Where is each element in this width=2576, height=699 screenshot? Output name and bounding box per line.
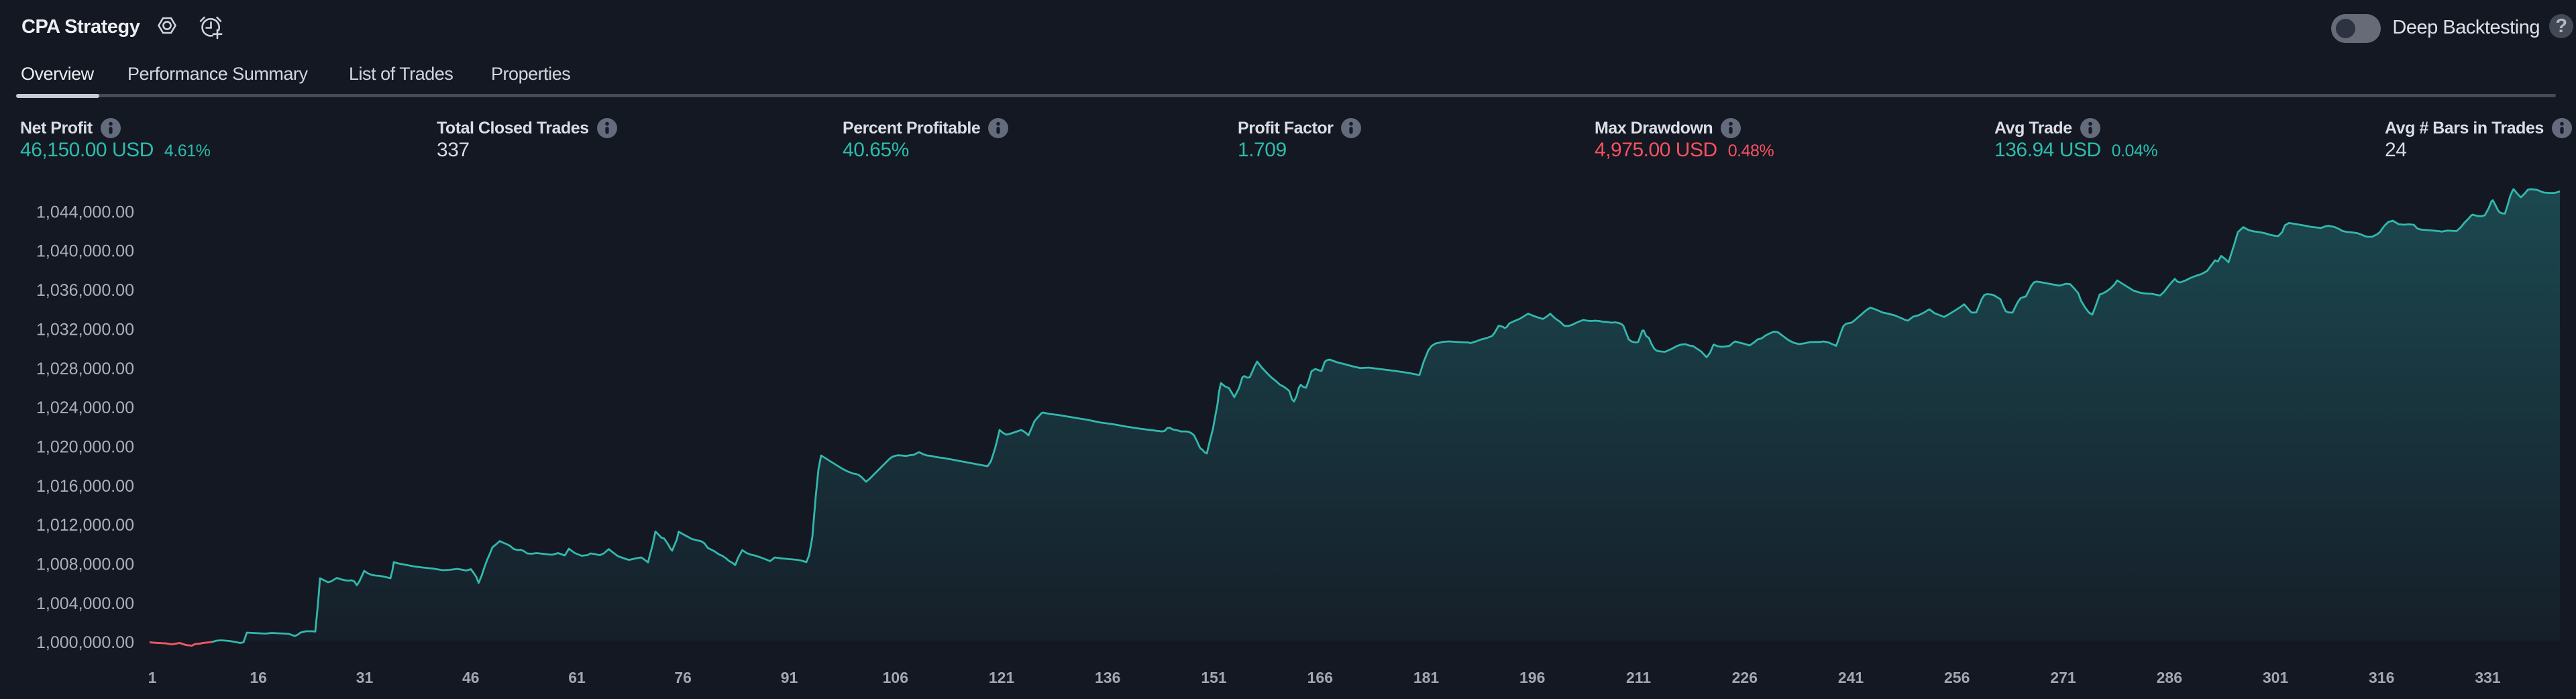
svg-text:1,040,000.00: 1,040,000.00 xyxy=(36,242,134,261)
svg-text:1,036,000.00: 1,036,000.00 xyxy=(36,281,134,300)
svg-text:166: 166 xyxy=(1307,669,1333,686)
svg-text:76: 76 xyxy=(674,669,692,686)
svg-text:196: 196 xyxy=(1519,669,1545,686)
svg-text:106: 106 xyxy=(883,669,908,686)
svg-text:1,044,000.00: 1,044,000.00 xyxy=(36,203,134,221)
svg-text:316: 316 xyxy=(2369,669,2394,686)
svg-text:301: 301 xyxy=(2263,669,2289,686)
svg-text:136: 136 xyxy=(1095,669,1120,686)
svg-text:226: 226 xyxy=(1732,669,1758,686)
svg-text:?: ? xyxy=(2555,15,2567,37)
svg-text:61: 61 xyxy=(568,669,586,686)
svg-text:151: 151 xyxy=(1201,669,1227,686)
svg-text:1,020,000.00: 1,020,000.00 xyxy=(36,438,134,457)
svg-text:1,028,000.00: 1,028,000.00 xyxy=(36,360,134,378)
svg-text:181: 181 xyxy=(1413,669,1440,686)
svg-text:31: 31 xyxy=(356,669,374,686)
svg-text:1,032,000.00: 1,032,000.00 xyxy=(36,320,134,339)
svg-text:241: 241 xyxy=(1838,669,1864,686)
svg-text:121: 121 xyxy=(989,669,1015,686)
svg-text:1,004,000.00: 1,004,000.00 xyxy=(36,594,134,613)
svg-text:16: 16 xyxy=(250,669,267,686)
svg-text:256: 256 xyxy=(1944,669,1970,686)
svg-text:91: 91 xyxy=(781,669,798,686)
svg-text:1,016,000.00: 1,016,000.00 xyxy=(36,477,134,496)
svg-text:286: 286 xyxy=(2157,669,2182,686)
svg-text:46: 46 xyxy=(462,669,480,686)
svg-text:331: 331 xyxy=(2475,669,2501,686)
svg-text:1,008,000.00: 1,008,000.00 xyxy=(36,555,134,574)
svg-text:1,012,000.00: 1,012,000.00 xyxy=(36,516,134,535)
svg-text:271: 271 xyxy=(2050,669,2076,686)
svg-text:1,000,000.00: 1,000,000.00 xyxy=(36,633,134,652)
svg-text:1: 1 xyxy=(148,669,157,686)
svg-text:1,024,000.00: 1,024,000.00 xyxy=(36,398,134,417)
svg-text:211: 211 xyxy=(1626,669,1651,686)
